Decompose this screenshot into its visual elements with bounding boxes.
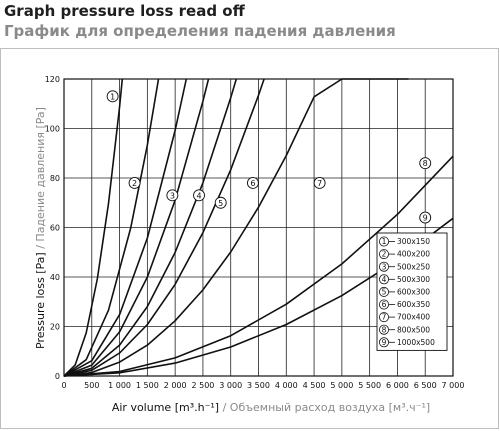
- legend-entry-label: 300x150: [397, 237, 430, 246]
- x-tick-label: 5 500: [358, 381, 381, 390]
- x-tick-label: 7 000: [442, 381, 465, 390]
- y-tick-labels: 0 20 40 60 80 100 120: [45, 75, 60, 381]
- curve-marker-label: 6: [250, 179, 255, 188]
- curve-marker-label: 4: [196, 191, 201, 200]
- series-curve-7: [63, 78, 409, 377]
- legend-marker-label: 1: [382, 237, 387, 246]
- x-tick-label: 3 500: [247, 381, 270, 390]
- x-tick-label: 6 000: [386, 381, 409, 390]
- y-tick-label: 100: [45, 125, 60, 134]
- legend-entry-label: 700x400: [397, 313, 430, 322]
- curve-markers: 1 2 3 4 5 6 7 8 9: [106, 90, 432, 224]
- legend-marker-label: 8: [382, 325, 387, 334]
- curve-marker-label: 7: [317, 179, 322, 188]
- x-tick-label: 4 500: [303, 381, 326, 390]
- curve-marker-circle: [313, 176, 326, 189]
- plot-area-border: [63, 78, 454, 377]
- legend-marker-label: 4: [382, 275, 387, 284]
- x-tick-labels: 0 500 1 000 1 500 2 000 2 500 3 000 3 500 4 000 4…: [61, 381, 464, 390]
- y-tick-label: 20: [50, 323, 60, 332]
- legend-marker-label: 2: [382, 250, 387, 259]
- y-tick-label: 0: [55, 372, 60, 381]
- curve-marker-label: 8: [423, 159, 428, 168]
- curve-marker-label: 2: [132, 179, 137, 188]
- chart-title-ru: График для определения падения давления: [4, 22, 396, 40]
- series-curve-6: [63, 78, 265, 377]
- x-tick-label: 2 000: [164, 381, 187, 390]
- y-tick-label: 80: [50, 174, 60, 183]
- legend-marker: [378, 236, 389, 247]
- x-tick-label: 6 500: [414, 381, 437, 390]
- x-tick-label: 0: [61, 381, 66, 390]
- curve-marker-circle: [193, 189, 205, 202]
- legend-marker-label: 7: [382, 313, 387, 322]
- series-curve-5: [63, 78, 238, 377]
- legend-marker-label: 6: [382, 300, 387, 309]
- series-curve-4: [63, 78, 210, 377]
- curve-marker-circle: [128, 176, 141, 189]
- x-tick-label: 1 000: [108, 381, 131, 390]
- x-axis-label: Air volume [m³.h⁻¹] / Объемный расход во…: [112, 401, 430, 414]
- legend-marker: [378, 249, 389, 260]
- legend-marker: [378, 324, 389, 335]
- x-tick-label: 4 000: [275, 381, 298, 390]
- series-curve-1: [63, 78, 124, 377]
- y-tick-label: 120: [45, 75, 60, 84]
- legend-marker-label: 9: [382, 338, 387, 347]
- legend-marker: [378, 286, 389, 297]
- legend-marker: [378, 274, 389, 285]
- legend-entry-label: 500x250: [397, 262, 430, 271]
- curve-marker-circle: [106, 90, 119, 103]
- x-tick-label: 500: [84, 381, 99, 390]
- legend-entry-label: 400x200: [397, 250, 430, 259]
- legend-marker: [378, 337, 389, 348]
- curve-marker-circle: [419, 157, 432, 170]
- chart-frame: [0, 48, 499, 429]
- legend-marker: [378, 261, 389, 272]
- legend-entry-label: 500x300: [397, 275, 430, 284]
- y-axis-label: Pressure loss [Pa] / Падение давления [P…: [34, 107, 47, 349]
- series-curve-2: [63, 78, 160, 377]
- x-tick-label: 5 000: [330, 381, 353, 390]
- curve-marker-circle: [246, 176, 259, 189]
- x-tick-label: 3 000: [219, 381, 242, 390]
- curve-marker-circle: [166, 189, 179, 202]
- y-tick-label: 60: [50, 224, 60, 233]
- series-curve-3: [63, 78, 188, 377]
- legend-entry-label: 600x350: [397, 300, 430, 309]
- series-curve-8: [63, 155, 454, 377]
- legend-marker: [378, 312, 389, 323]
- curve-marker-label: 1: [110, 92, 115, 101]
- y-tick-label: 40: [50, 273, 60, 282]
- series-curves: [63, 78, 454, 377]
- x-tick-label: 1 500: [136, 381, 159, 390]
- curve-marker-circle: [214, 196, 227, 209]
- curve-marker-label: 5: [218, 199, 223, 208]
- legend-entry-label: 800x500: [397, 325, 430, 334]
- curve-marker-label: 9: [423, 214, 428, 223]
- curve-marker-label: 3: [170, 191, 175, 200]
- legend-marker: [378, 299, 389, 310]
- legend-entry-label: 1000x500: [397, 338, 435, 347]
- legend-marker-label: 3: [382, 262, 387, 271]
- legend-entry-label: 600x300: [397, 288, 430, 297]
- legend: 1 300x150 2 400x200 3 500x250 4 500x300 5 600x300…: [376, 232, 448, 351]
- chart-title-en: Graph pressure loss read off: [4, 2, 245, 20]
- x-tick-label: 2 500: [191, 381, 214, 390]
- legend-marker-label: 5: [382, 288, 387, 297]
- curve-marker-circle: [419, 211, 432, 224]
